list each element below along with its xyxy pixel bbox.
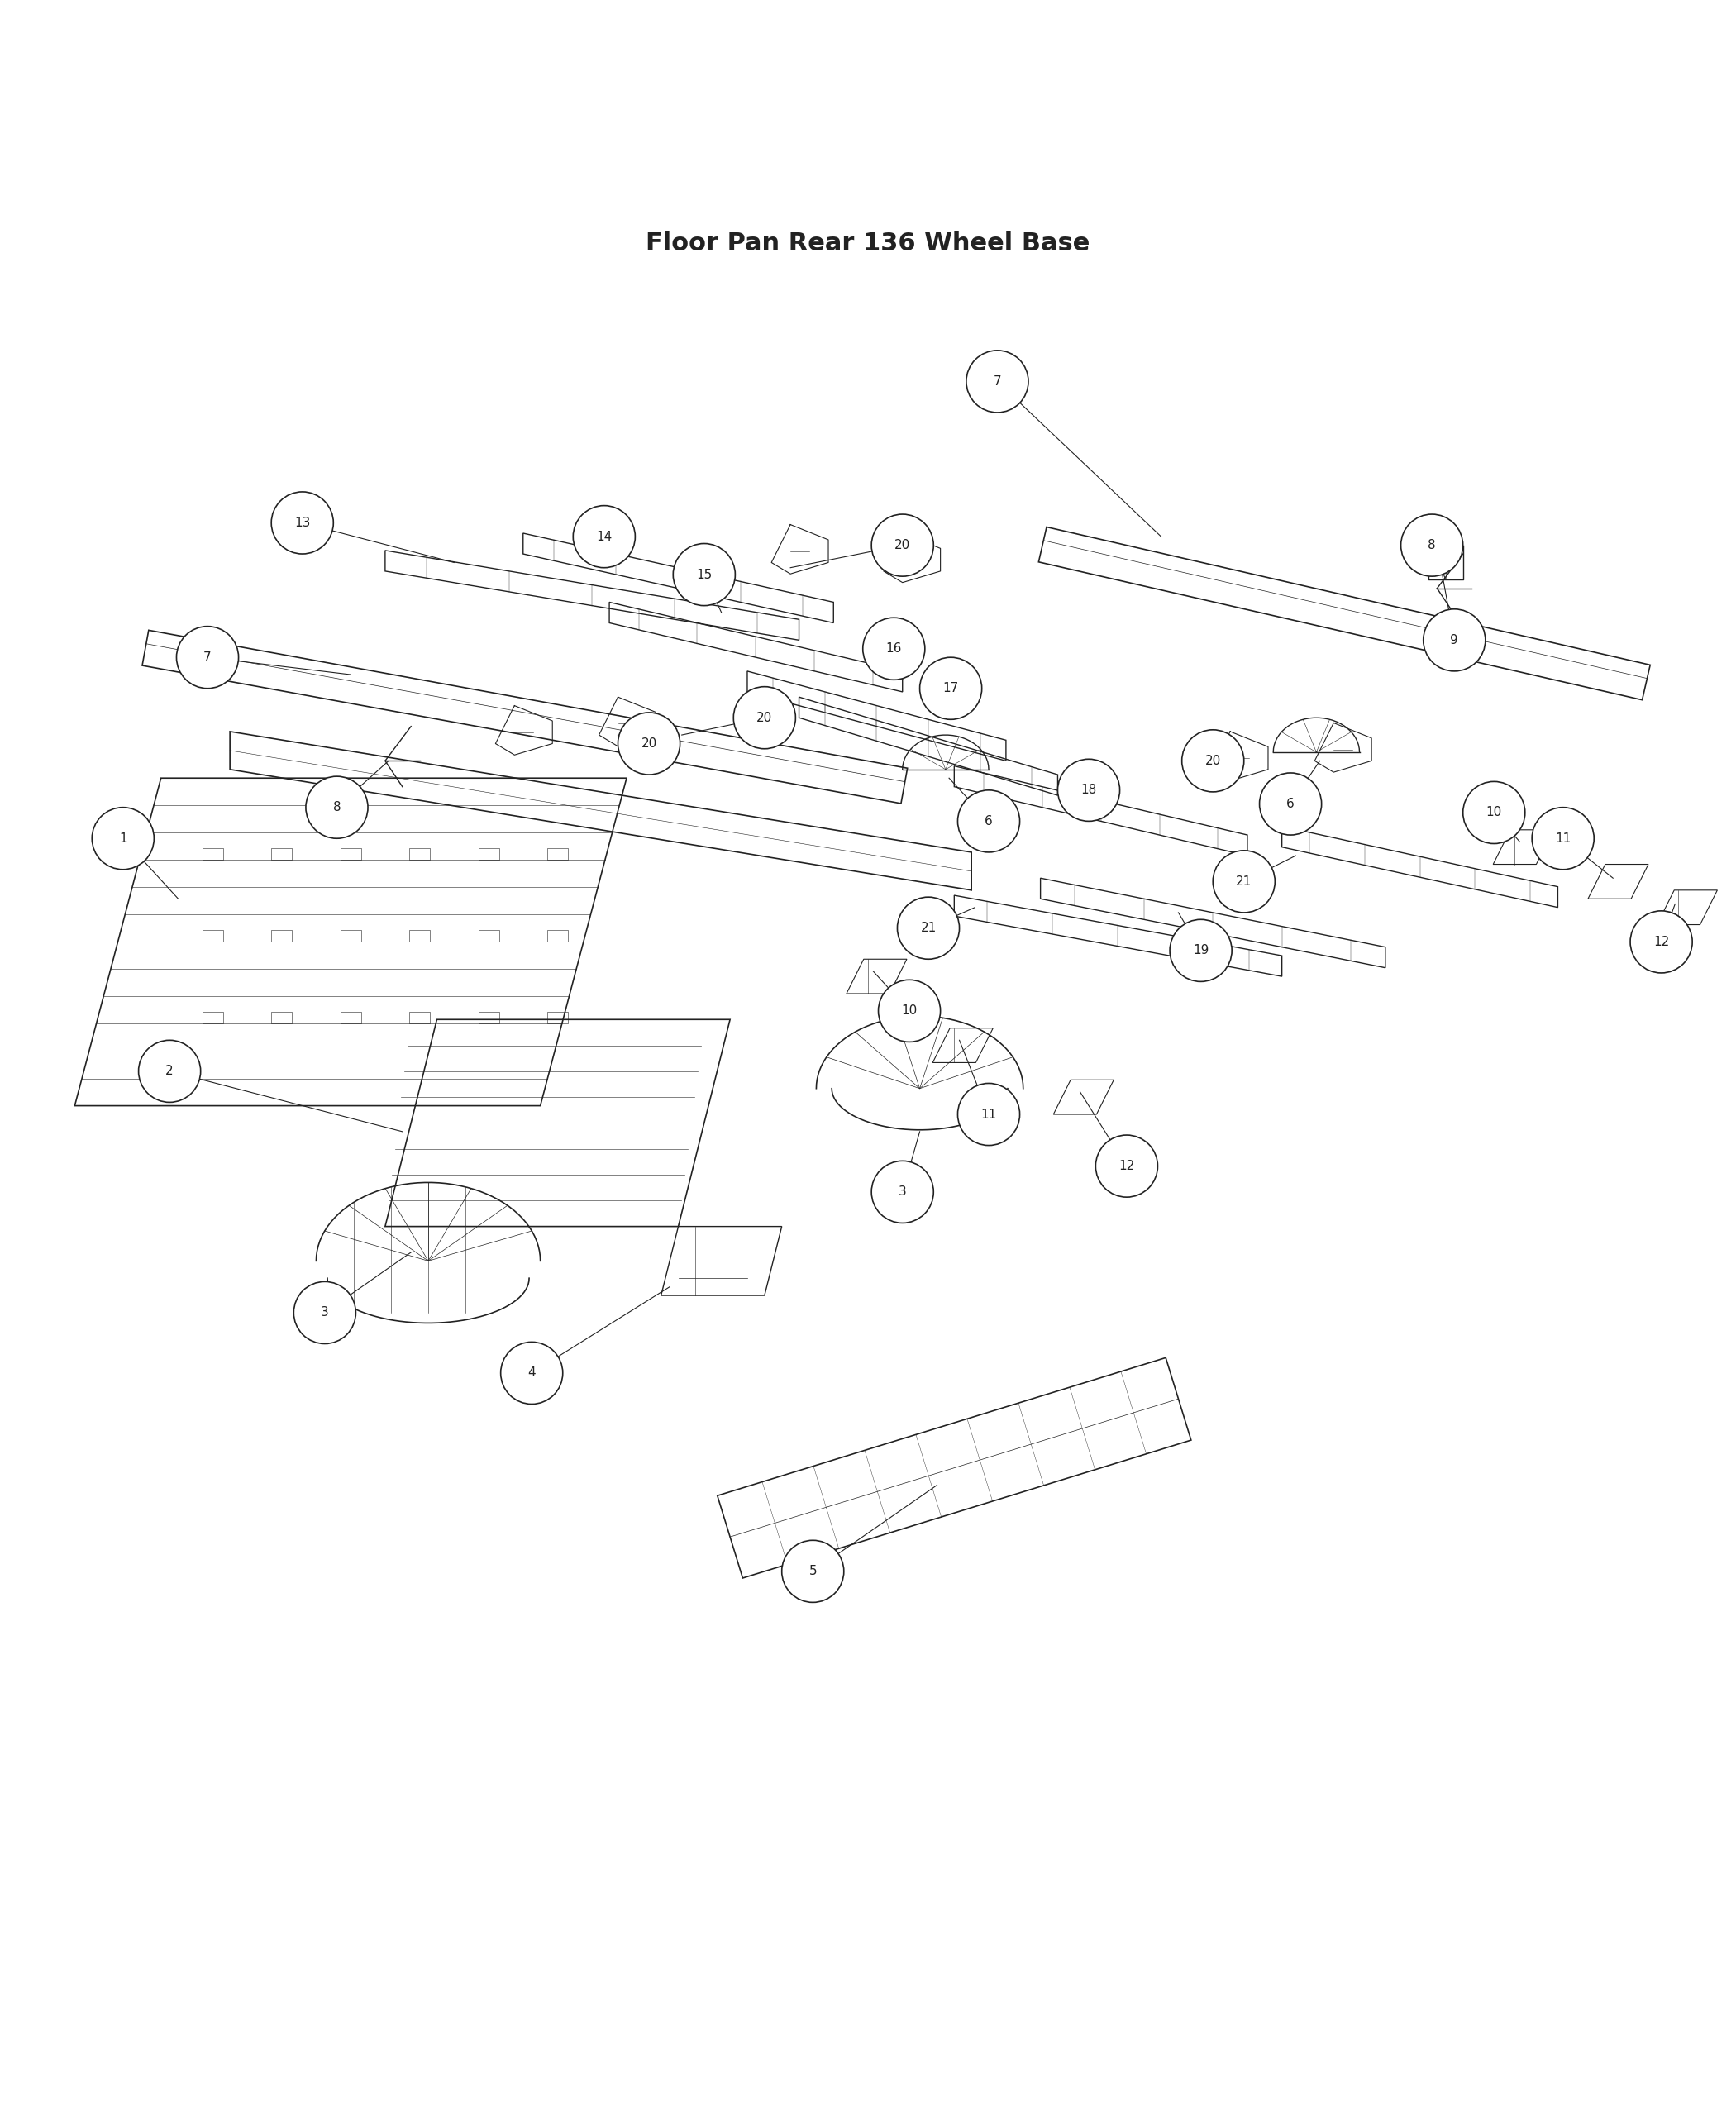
Text: 12: 12 [1118, 1159, 1135, 1172]
Text: 13: 13 [295, 516, 311, 529]
Text: 7: 7 [993, 375, 1002, 388]
Circle shape [863, 618, 925, 679]
Text: 6: 6 [1286, 797, 1295, 809]
Circle shape [293, 1282, 356, 1343]
Text: 11: 11 [1555, 833, 1571, 845]
Circle shape [958, 1084, 1019, 1145]
Text: 12: 12 [1653, 936, 1670, 949]
Circle shape [177, 626, 238, 689]
Text: 20: 20 [757, 713, 773, 723]
Text: 3: 3 [321, 1307, 328, 1320]
Circle shape [1531, 807, 1594, 868]
Circle shape [920, 658, 983, 719]
Text: 7: 7 [203, 651, 212, 664]
Circle shape [1424, 609, 1486, 670]
Text: 15: 15 [696, 569, 712, 582]
Circle shape [674, 544, 736, 605]
Text: 21: 21 [1236, 875, 1252, 887]
Circle shape [1170, 919, 1233, 982]
Circle shape [1630, 911, 1693, 974]
Text: 20: 20 [894, 540, 910, 552]
Text: 20: 20 [641, 738, 656, 750]
Text: 4: 4 [528, 1366, 536, 1379]
Circle shape [573, 506, 635, 567]
Circle shape [967, 350, 1028, 413]
Circle shape [139, 1039, 201, 1102]
Circle shape [306, 776, 368, 839]
Text: 10: 10 [901, 1006, 917, 1016]
Text: 1: 1 [120, 833, 127, 845]
Text: 16: 16 [885, 643, 903, 656]
Circle shape [734, 687, 795, 748]
Circle shape [1401, 514, 1463, 575]
Text: 21: 21 [920, 921, 936, 934]
Circle shape [871, 514, 934, 575]
Circle shape [1057, 759, 1120, 822]
Text: 20: 20 [1205, 755, 1220, 767]
Text: 2: 2 [165, 1065, 174, 1077]
Text: Floor Pan Rear 136 Wheel Base: Floor Pan Rear 136 Wheel Base [646, 232, 1090, 255]
Text: 8: 8 [1429, 540, 1436, 552]
Text: 3: 3 [899, 1187, 906, 1197]
Circle shape [1095, 1134, 1158, 1197]
Circle shape [781, 1541, 844, 1602]
Text: 19: 19 [1193, 944, 1208, 957]
Text: 10: 10 [1486, 807, 1502, 818]
Text: 14: 14 [595, 531, 613, 544]
Circle shape [618, 713, 681, 774]
Text: 11: 11 [981, 1109, 996, 1121]
Text: 6: 6 [984, 816, 993, 828]
Circle shape [1463, 782, 1524, 843]
Circle shape [871, 1162, 934, 1223]
Circle shape [898, 898, 960, 959]
Text: 5: 5 [809, 1564, 818, 1577]
Circle shape [500, 1343, 562, 1404]
Text: 18: 18 [1082, 784, 1097, 797]
Circle shape [1182, 729, 1245, 793]
Circle shape [1213, 850, 1274, 913]
Circle shape [958, 790, 1019, 852]
Text: 8: 8 [333, 801, 340, 814]
Circle shape [271, 491, 333, 554]
Circle shape [1259, 774, 1321, 835]
Circle shape [92, 807, 155, 868]
Text: 17: 17 [943, 683, 958, 696]
Circle shape [878, 980, 941, 1041]
Text: 9: 9 [1450, 635, 1458, 647]
